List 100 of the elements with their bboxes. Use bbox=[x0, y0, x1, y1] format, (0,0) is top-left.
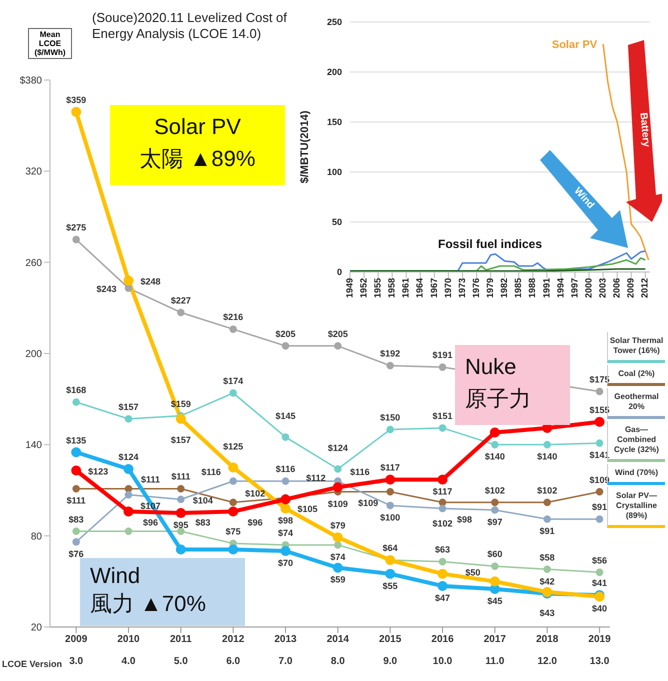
point bbox=[282, 433, 290, 441]
point bbox=[438, 580, 448, 591]
point bbox=[386, 426, 394, 434]
y-tick-label: 200 bbox=[326, 67, 342, 78]
point bbox=[72, 528, 80, 536]
point bbox=[124, 284, 132, 292]
data-label: $40 bbox=[592, 604, 608, 614]
point bbox=[177, 484, 185, 492]
data-label: $168 bbox=[66, 385, 86, 396]
data-label: $117 bbox=[432, 486, 452, 497]
point bbox=[385, 474, 396, 485]
data-label: $74 bbox=[330, 552, 346, 562]
data-label: $102 bbox=[245, 488, 266, 498]
y-tick-label: 200 bbox=[25, 349, 42, 360]
data-label: $45 bbox=[487, 596, 502, 606]
data-label: $216 bbox=[223, 312, 244, 322]
y-tick-label: 0 bbox=[336, 267, 342, 278]
point bbox=[72, 398, 80, 406]
point bbox=[596, 388, 604, 396]
y-tick-label: 260 bbox=[25, 258, 42, 269]
point bbox=[72, 484, 80, 492]
x2-tick-label: 8.0 bbox=[330, 656, 346, 668]
point bbox=[491, 562, 499, 570]
point bbox=[176, 414, 186, 424]
x2-tick-label: 3.0 bbox=[69, 656, 84, 668]
x2-axis-title: LCOE Version bbox=[2, 659, 62, 669]
x2-tick-label: 13.0 bbox=[590, 656, 610, 668]
x-tick-label: 1982 bbox=[499, 278, 510, 298]
text: Geothermal 20% bbox=[614, 392, 659, 411]
data-label: $43 bbox=[540, 608, 555, 618]
text: Solar Thermal Tower (16%) bbox=[607, 332, 665, 363]
data-label: $140 bbox=[537, 452, 558, 462]
x-tick-label: 1991 bbox=[541, 278, 552, 298]
point bbox=[124, 276, 134, 286]
y-tick-label: 250 bbox=[326, 17, 342, 28]
data-label: $64 bbox=[382, 543, 398, 554]
point bbox=[596, 515, 604, 523]
text: Coal (2%) bbox=[618, 369, 655, 378]
point bbox=[282, 342, 290, 350]
x-tick-label: 2014 bbox=[326, 634, 350, 646]
point bbox=[177, 308, 185, 316]
data-label: $102 bbox=[537, 485, 558, 496]
y-tick-label: $380 bbox=[20, 76, 42, 87]
point bbox=[71, 465, 82, 476]
point bbox=[229, 498, 237, 506]
point bbox=[438, 504, 446, 512]
data-label: $157 bbox=[170, 434, 191, 445]
point bbox=[124, 506, 134, 517]
point bbox=[124, 464, 134, 474]
x-tick-label: 2019 bbox=[588, 634, 612, 646]
data-label: $58 bbox=[540, 552, 555, 562]
data-label: $102 bbox=[484, 485, 505, 496]
data-label: $275 bbox=[66, 222, 86, 233]
point bbox=[71, 106, 82, 117]
data-label: $174 bbox=[223, 376, 244, 386]
point bbox=[438, 474, 448, 485]
point bbox=[229, 477, 237, 485]
point bbox=[280, 546, 291, 556]
point bbox=[228, 506, 238, 517]
annotation: Battery bbox=[638, 112, 652, 148]
data-label: $116 bbox=[201, 467, 221, 478]
data-label: $95 bbox=[173, 520, 188, 530]
x-tick-label: 1994 bbox=[555, 278, 566, 298]
point bbox=[176, 544, 186, 555]
data-label: $56 bbox=[592, 555, 608, 566]
point bbox=[229, 389, 237, 397]
data-label: $60 bbox=[487, 549, 502, 560]
data-label: $248 bbox=[140, 276, 161, 287]
x2-tick-label: 10.0 bbox=[432, 656, 453, 668]
data-label: $157 bbox=[118, 402, 139, 412]
x-tick-label: 1964 bbox=[414, 278, 425, 298]
point bbox=[543, 440, 551, 448]
data-label: $91 bbox=[540, 526, 555, 536]
annotation: Solar PV 太陽 ▲89% bbox=[138, 113, 256, 173]
text: Wind (70%) bbox=[614, 468, 658, 477]
point bbox=[596, 568, 604, 576]
data-label: $135 bbox=[66, 435, 86, 446]
data-label: $100 bbox=[380, 512, 400, 522]
x-tick-label: 2006 bbox=[612, 278, 622, 298]
point bbox=[72, 236, 80, 244]
data-label: $79 bbox=[330, 520, 346, 530]
point bbox=[490, 584, 500, 594]
x2-tick-label: 12.0 bbox=[537, 656, 558, 668]
x-tick-label: 1976 bbox=[470, 278, 481, 298]
data-label: $205 bbox=[276, 328, 296, 339]
data-label: $104 bbox=[192, 495, 213, 506]
data-label: $124 bbox=[328, 442, 348, 453]
point bbox=[334, 342, 342, 350]
x-tick-label: 2010 bbox=[117, 634, 140, 646]
point bbox=[491, 498, 499, 506]
data-label: $98 bbox=[457, 514, 472, 524]
x-tick-label: 1988 bbox=[527, 278, 538, 298]
point bbox=[282, 477, 290, 485]
x-tick-label: 1952 bbox=[358, 278, 368, 298]
x-tick-label: 1997 bbox=[569, 278, 580, 298]
data-label: $116 bbox=[276, 464, 296, 474]
x-tick-label: 1979 bbox=[485, 278, 496, 298]
point bbox=[124, 491, 132, 499]
x-tick-label: 1967 bbox=[428, 278, 439, 298]
point bbox=[71, 447, 82, 458]
